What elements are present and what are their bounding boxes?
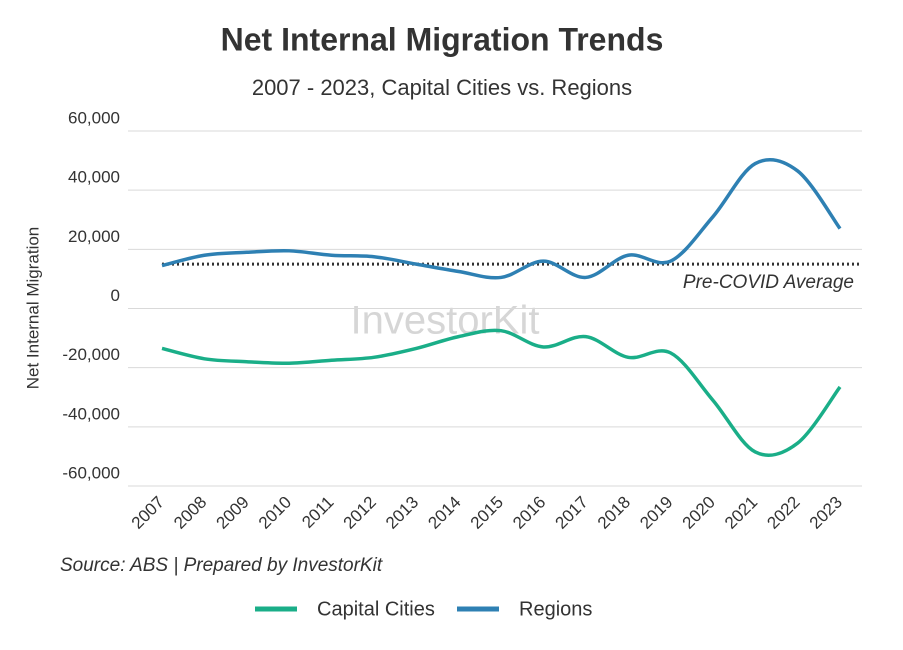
x-tick-label: 2019 xyxy=(636,493,676,533)
x-tick-label: 2020 xyxy=(679,493,719,533)
y-tick-label: 20,000 xyxy=(68,227,120,246)
reference-label: Pre-COVID Average xyxy=(683,272,854,293)
y-axis-label: Net Internal Migration xyxy=(23,227,42,390)
y-tick-label: -20,000 xyxy=(62,345,120,364)
x-tick-label: 2015 xyxy=(467,493,507,533)
watermark: InvestorKit xyxy=(351,299,540,343)
x-tick-label: 2008 xyxy=(170,493,210,533)
source-note: Source: ABS | Prepared by InvestorKit xyxy=(60,555,383,576)
x-tick-label: 2010 xyxy=(255,493,295,533)
y-tick-label: -60,000 xyxy=(62,463,120,482)
x-tick-label: 2016 xyxy=(509,493,549,533)
x-tick-label: 2021 xyxy=(721,493,761,533)
y-tick-label: -40,000 xyxy=(62,404,120,423)
chart-subtitle: 2007 - 2023, Capital Cities vs. Regions xyxy=(252,75,632,100)
x-tick-label: 2023 xyxy=(806,493,846,533)
x-tick-label: 2012 xyxy=(340,493,380,533)
x-tick-label: 2011 xyxy=(298,493,337,532)
chart-title: Net Internal Migration Trends xyxy=(221,21,664,57)
x-tick-label: 2007 xyxy=(128,493,168,533)
legend-label: Capital Cities xyxy=(317,598,435,620)
x-tick-label: 2018 xyxy=(594,493,634,533)
series-line xyxy=(161,328,842,457)
x-tick-label: 2022 xyxy=(763,493,803,533)
x-tick-label: 2013 xyxy=(382,493,422,533)
x-tick-label: 2014 xyxy=(424,493,464,533)
x-tick-label: 2009 xyxy=(213,493,253,533)
series-line xyxy=(161,157,842,280)
x-tick-label: 2017 xyxy=(552,493,592,533)
y-tick-label: 0 xyxy=(111,286,120,305)
legend-label: Regions xyxy=(519,598,592,620)
y-tick-label: 60,000 xyxy=(68,108,120,127)
y-tick-label: 40,000 xyxy=(68,168,120,187)
